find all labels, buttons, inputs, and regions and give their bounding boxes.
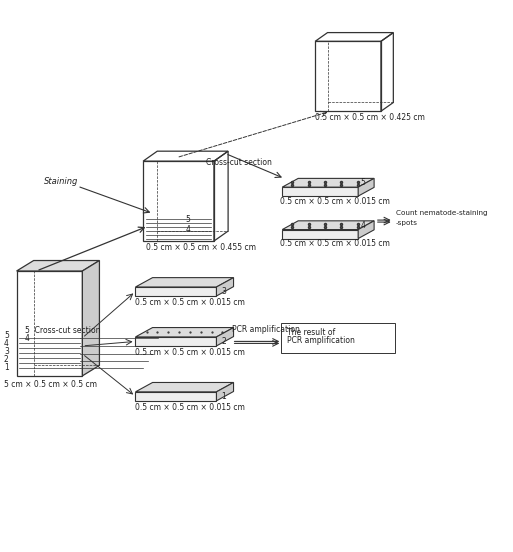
Text: 1: 1 xyxy=(4,363,9,372)
Polygon shape xyxy=(216,383,233,401)
Polygon shape xyxy=(216,278,233,296)
Polygon shape xyxy=(282,178,374,187)
Polygon shape xyxy=(216,327,233,346)
Text: PCR amplification: PCR amplification xyxy=(232,325,300,334)
Text: 0.5 cm × 0.5 cm × 0.425 cm: 0.5 cm × 0.5 cm × 0.425 cm xyxy=(315,113,425,122)
Text: 5: 5 xyxy=(361,178,366,187)
Polygon shape xyxy=(358,221,374,238)
Text: 3: 3 xyxy=(4,347,9,356)
Polygon shape xyxy=(282,187,358,196)
Text: PCR amplification: PCR amplification xyxy=(287,336,355,346)
Text: 0.5 cm × 0.5 cm × 0.015 cm: 0.5 cm × 0.5 cm × 0.015 cm xyxy=(135,403,245,412)
Text: Staining: Staining xyxy=(45,177,79,185)
Polygon shape xyxy=(135,383,233,392)
Text: 2: 2 xyxy=(4,355,9,364)
Polygon shape xyxy=(135,287,216,296)
Text: -spots: -spots xyxy=(396,220,418,226)
Polygon shape xyxy=(282,221,374,230)
Polygon shape xyxy=(16,261,100,271)
Text: 4: 4 xyxy=(186,225,190,234)
Text: 4: 4 xyxy=(4,339,9,348)
Text: 2: 2 xyxy=(222,337,226,346)
Text: 0.5 cm × 0.5 cm × 0.015 cm: 0.5 cm × 0.5 cm × 0.015 cm xyxy=(135,298,245,307)
Polygon shape xyxy=(135,392,216,401)
Polygon shape xyxy=(358,178,374,196)
Polygon shape xyxy=(135,327,233,337)
Polygon shape xyxy=(135,278,233,287)
Text: 5: 5 xyxy=(186,215,190,224)
Text: 5  Cross-cut section: 5 Cross-cut section xyxy=(25,326,101,336)
Polygon shape xyxy=(135,337,216,346)
Text: 5 cm × 0.5 cm × 0.5 cm: 5 cm × 0.5 cm × 0.5 cm xyxy=(4,380,97,389)
Polygon shape xyxy=(83,261,100,376)
Text: 0.5 cm × 0.5 cm × 0.455 cm: 0.5 cm × 0.5 cm × 0.455 cm xyxy=(146,243,255,252)
Text: 5: 5 xyxy=(4,331,9,340)
Polygon shape xyxy=(282,230,358,238)
Text: 0.5 cm × 0.5 cm × 0.015 cm: 0.5 cm × 0.5 cm × 0.015 cm xyxy=(280,197,389,205)
Text: 0.5 cm × 0.5 cm × 0.015 cm: 0.5 cm × 0.5 cm × 0.015 cm xyxy=(135,348,245,357)
Text: Count nematode-staining: Count nematode-staining xyxy=(396,210,488,216)
Text: 4: 4 xyxy=(25,335,30,343)
Text: 1: 1 xyxy=(222,392,226,401)
Text: Cross-cut section: Cross-cut section xyxy=(206,158,272,167)
Text: 3: 3 xyxy=(222,287,226,296)
Text: The result of: The result of xyxy=(287,328,336,337)
Text: 0.5 cm × 0.5 cm × 0.015 cm: 0.5 cm × 0.5 cm × 0.015 cm xyxy=(280,239,389,248)
Text: 4: 4 xyxy=(361,221,366,230)
